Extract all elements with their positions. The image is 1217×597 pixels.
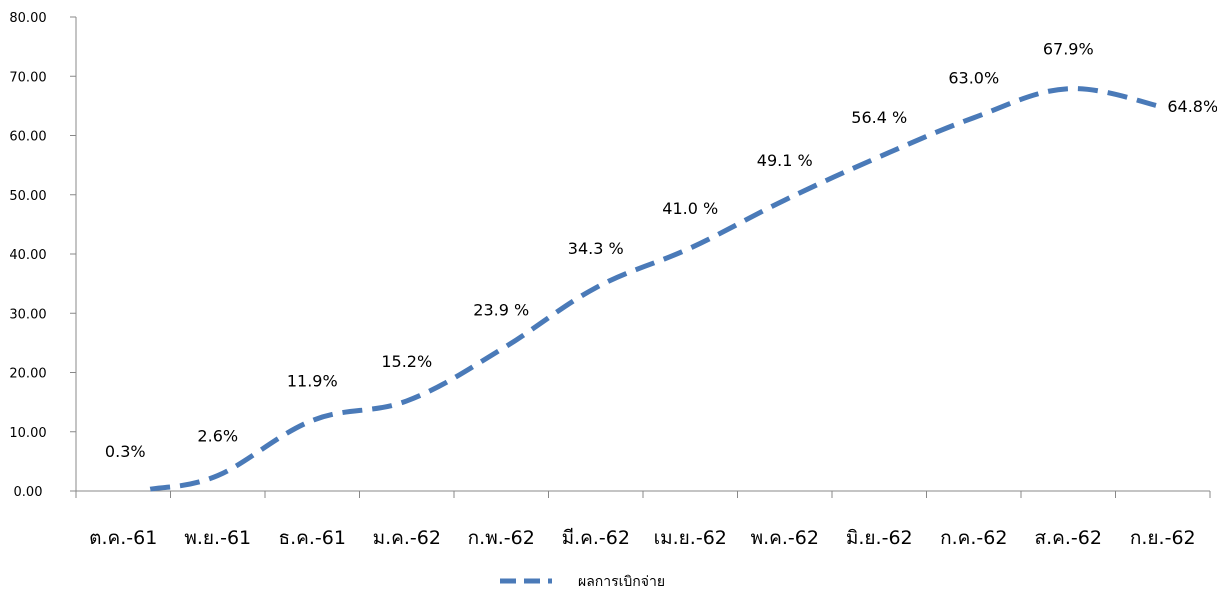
data-label: 41.0 % (662, 199, 718, 218)
x-tick-label: ก.ค.-62 (940, 527, 1007, 549)
data-label: 56.4 % (851, 108, 907, 127)
x-tick-label: ก.ย.-62 (1130, 527, 1196, 549)
data-label: 67.9% (1043, 40, 1094, 59)
x-tick-label: เม.ย.-62 (654, 527, 727, 549)
data-label: 0.3% (105, 442, 146, 461)
x-tick-label: ธ.ค.-61 (279, 527, 346, 549)
y-tick-label: 70.00 (9, 70, 46, 85)
data-label: 2.6% (197, 427, 238, 446)
y-tick-label: 80.00 (9, 11, 46, 26)
y-tick-label: 20.00 (9, 367, 46, 382)
y-tick-label: 60.00 (9, 130, 46, 145)
x-tick-label: พ.ค.-62 (751, 527, 819, 549)
data-label: 34.3 % (568, 239, 624, 258)
data-label: 15.2% (381, 352, 432, 371)
data-label: 64.8% (1167, 97, 1217, 116)
x-tick-label: ม.ค.-62 (373, 527, 441, 549)
x-tick-label: ส.ค.-62 (1035, 527, 1102, 549)
x-tick-label: ก.พ.-62 (468, 527, 535, 549)
x-tick-label: พ.ย.-61 (184, 527, 251, 549)
data-label: 11.9% (287, 371, 338, 390)
x-tick-label: มิ.ย.-62 (846, 527, 913, 549)
legend-label: ผลการเบิกจ่าย (578, 574, 665, 590)
data-label: 63.0% (948, 69, 999, 88)
series-layer (149, 86, 1164, 492)
x-tick-label: ต.ค.-61 (89, 527, 157, 549)
legend: ผลการเบิกจ่าย (500, 574, 665, 590)
data-label: 49.1 % (757, 151, 813, 170)
y-axis-ticks: 0.00 10.00 20.00 30.00 40.00 50.00 60.00 70.00 8… (9, 11, 76, 500)
y-tick-label: 50.00 (9, 189, 46, 204)
y-tick-label: 30.00 (9, 307, 46, 322)
chart-axes (75, 17, 1210, 492)
y-tick-label: 0.00 (14, 485, 43, 500)
y-tick-label: 10.00 (9, 426, 46, 441)
series-line-disbursement (149, 86, 1164, 492)
data-labels: 0.3% 2.6% 11.9% 15.2% 23.9 % 34.3 % 41.0 % 49.1… (105, 40, 1217, 462)
x-axis-ticks: ต.ค.-61 พ.ย.-61 ธ.ค.-61 ม.ค.-62 ก.พ.-62 มี.ค.… (75, 491, 1211, 549)
data-label: 23.9 % (473, 300, 529, 319)
x-tick-label: มี.ค.-62 (562, 527, 630, 549)
y-tick-label: 40.00 (9, 248, 46, 263)
